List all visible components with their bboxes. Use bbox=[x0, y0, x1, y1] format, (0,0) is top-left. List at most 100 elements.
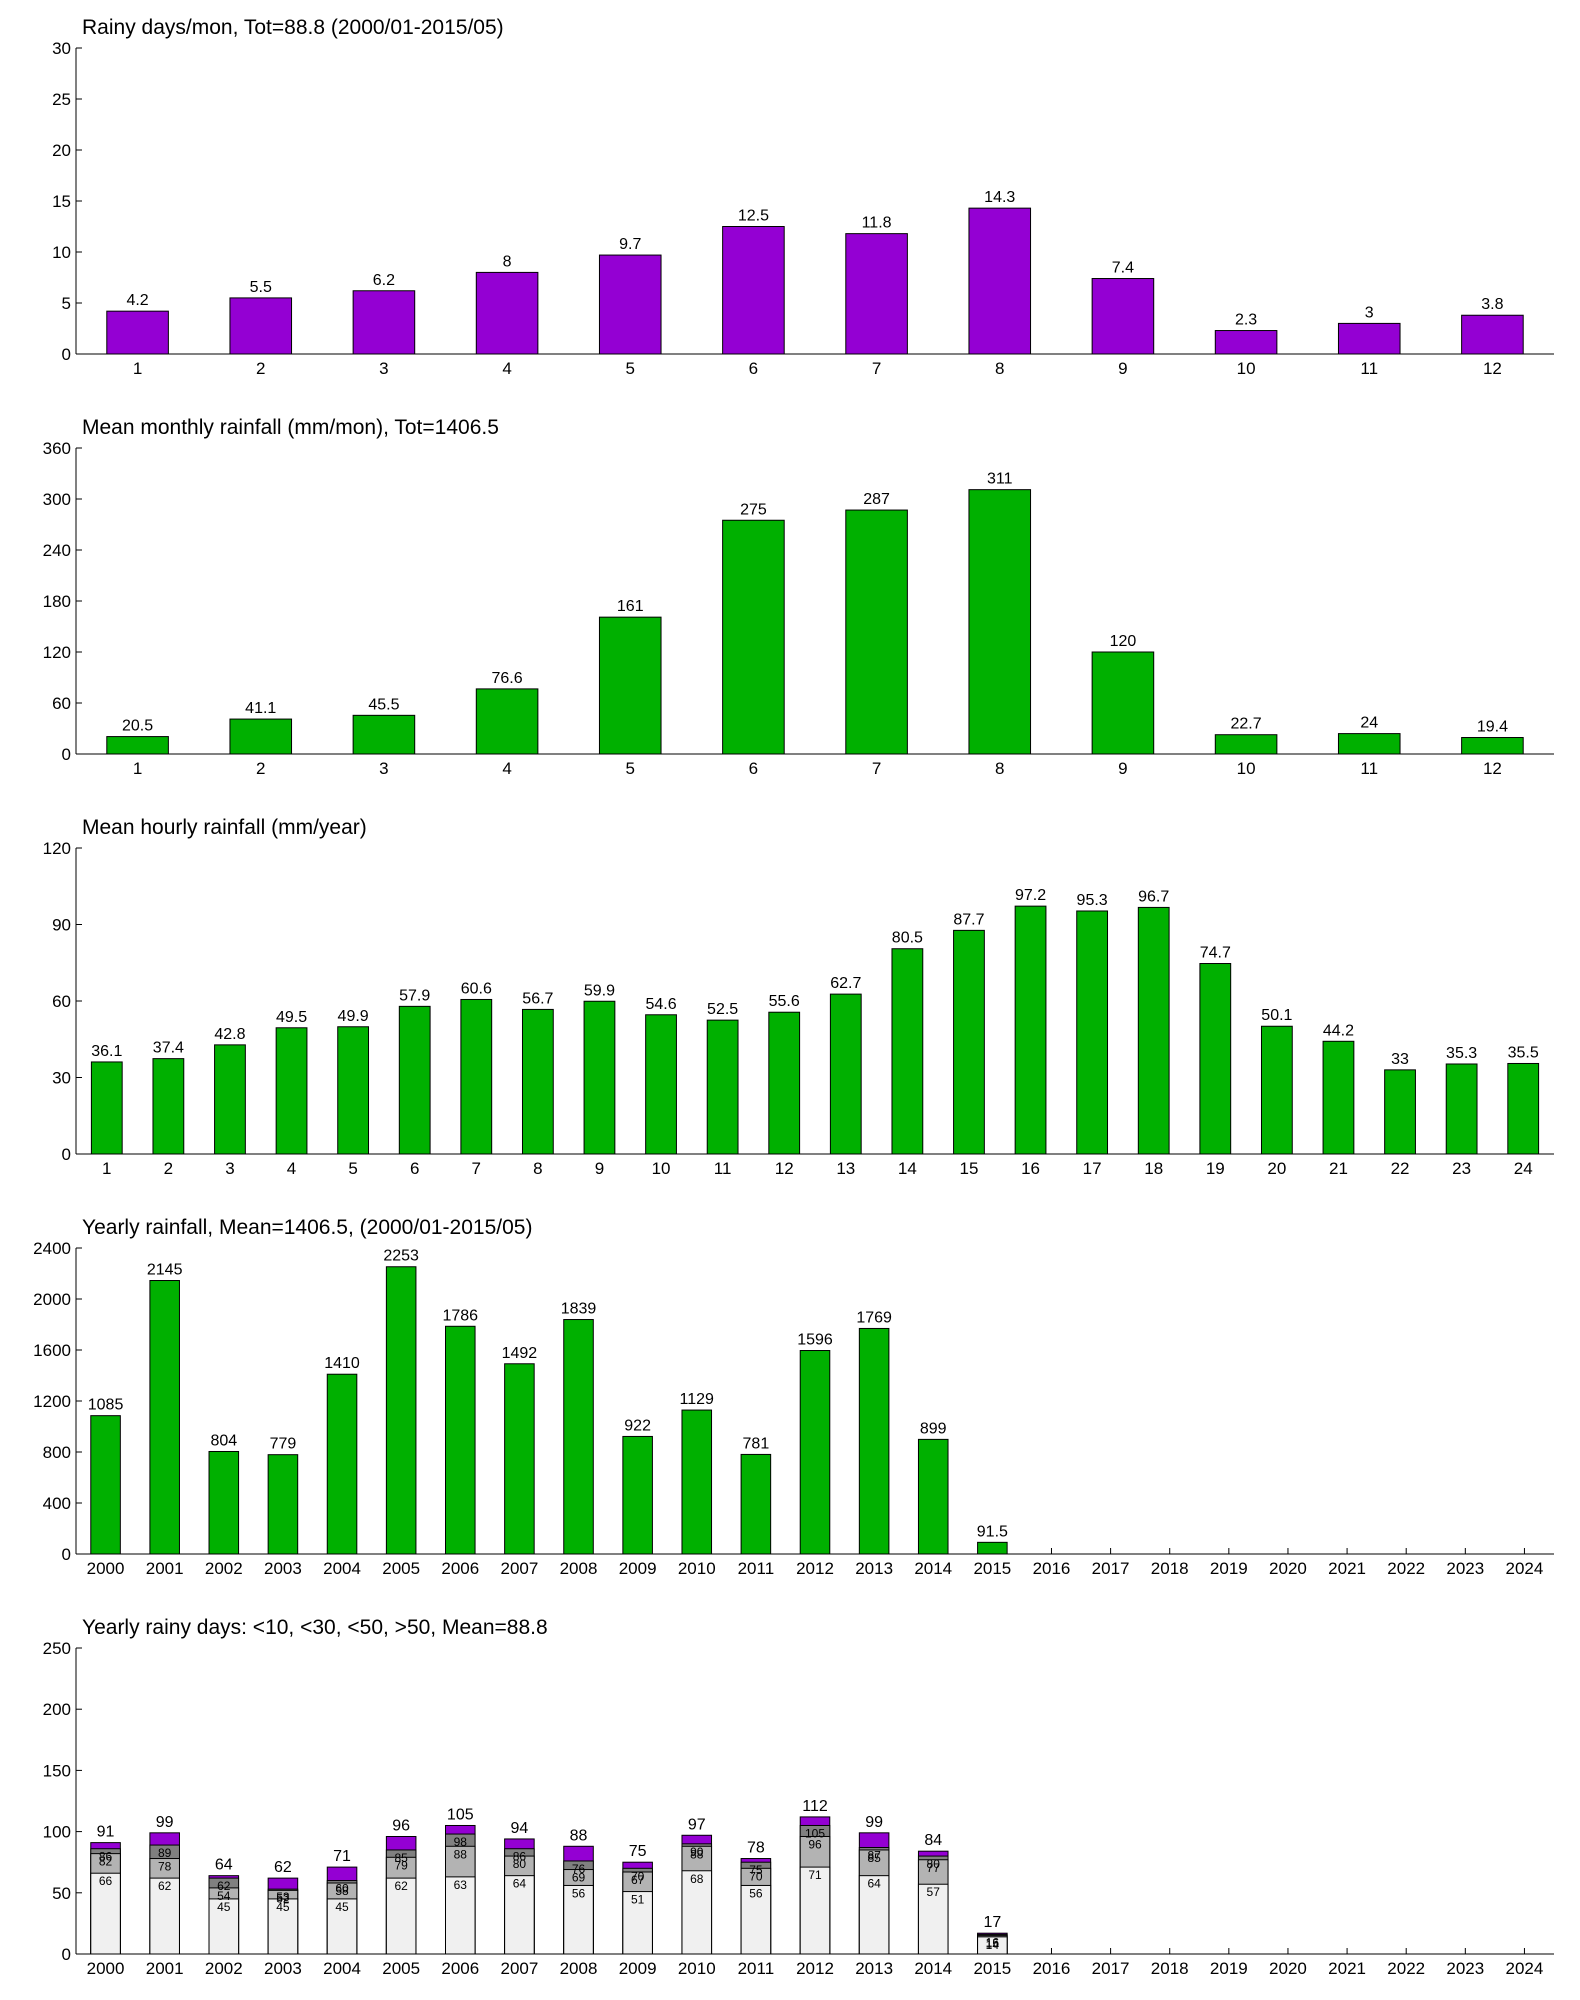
value-label: 14.3 bbox=[984, 189, 1015, 206]
bar bbox=[1337, 322, 1401, 355]
value-label: 17 bbox=[983, 1914, 1001, 1931]
x-tick-label: 2017 bbox=[1092, 1959, 1130, 1978]
y-tick-label: 0 bbox=[62, 1145, 71, 1164]
value-label: 75 bbox=[629, 1843, 647, 1860]
bar bbox=[845, 509, 908, 755]
value-label: 85 bbox=[867, 1851, 881, 1865]
bar-segment bbox=[267, 1898, 299, 1955]
value-label: 69 bbox=[572, 1871, 586, 1885]
value-label: 57 bbox=[927, 1885, 941, 1899]
value-label: 1786 bbox=[442, 1307, 478, 1324]
value-label: 2145 bbox=[147, 1262, 183, 1279]
x-tick-label: 7 bbox=[872, 759, 881, 778]
y-tick-label: 150 bbox=[43, 1761, 71, 1780]
bar bbox=[845, 233, 908, 355]
y-tick-label: 200 bbox=[43, 1700, 71, 1719]
value-label: 105 bbox=[447, 1806, 474, 1823]
bar bbox=[1507, 1062, 1540, 1155]
x-tick-label: 7 bbox=[472, 1159, 481, 1178]
x-tick-label: 1 bbox=[133, 759, 142, 778]
bar bbox=[1260, 1025, 1293, 1155]
y-tick-label: 1200 bbox=[33, 1392, 71, 1411]
y-tick-label: 0 bbox=[62, 745, 71, 764]
x-tick-label: 2024 bbox=[1506, 1559, 1544, 1578]
bar bbox=[1076, 910, 1109, 1155]
x-tick-label: 12 bbox=[775, 1159, 794, 1178]
value-label: 91.5 bbox=[977, 1523, 1008, 1540]
bar bbox=[337, 1026, 370, 1155]
x-tick-label: 20 bbox=[1267, 1159, 1286, 1178]
y-tick-label: 2000 bbox=[33, 1290, 71, 1309]
value-label: 14 bbox=[986, 1938, 1000, 1952]
value-label: 1769 bbox=[856, 1309, 892, 1326]
value-label: 3 bbox=[1365, 304, 1374, 321]
y-tick-label: 50 bbox=[52, 1884, 71, 1903]
x-tick-label: 2020 bbox=[1269, 1959, 1307, 1978]
bar bbox=[267, 1454, 299, 1555]
x-tick-label: 10 bbox=[1237, 359, 1256, 378]
y-tick-label: 5 bbox=[62, 294, 71, 313]
bar bbox=[1445, 1063, 1478, 1155]
x-tick-label: 2007 bbox=[500, 1959, 538, 1978]
value-label: 50.1 bbox=[1261, 1007, 1292, 1024]
value-label: 1839 bbox=[561, 1301, 597, 1318]
value-label: 49.5 bbox=[276, 1009, 307, 1026]
bar bbox=[1091, 651, 1155, 755]
x-tick-label: 9 bbox=[1118, 359, 1127, 378]
bar bbox=[352, 290, 416, 355]
x-tick-label: 2017 bbox=[1092, 1559, 1130, 1578]
value-label: 8 bbox=[503, 253, 512, 270]
y-tick-label: 240 bbox=[43, 541, 71, 560]
x-tick-label: 2010 bbox=[678, 1559, 716, 1578]
x-tick-label: 9 bbox=[1118, 759, 1127, 778]
value-label: 2253 bbox=[383, 1248, 419, 1265]
bar bbox=[722, 519, 785, 755]
value-label: 53 bbox=[276, 1890, 290, 1904]
bar bbox=[398, 1005, 431, 1155]
x-tick-label: 2016 bbox=[1033, 1959, 1071, 1978]
y-tick-label: 0 bbox=[62, 345, 71, 364]
x-tick-label: 2006 bbox=[441, 1959, 479, 1978]
x-tick-label: 2010 bbox=[678, 1959, 716, 1978]
bar-segment bbox=[504, 1875, 535, 1955]
x-tick-label: 2007 bbox=[500, 1559, 538, 1578]
value-label: 37.4 bbox=[153, 1040, 184, 1057]
x-tick-label: 4 bbox=[502, 759, 511, 778]
value-label: 24 bbox=[1360, 715, 1378, 732]
chart-title: Yearly rainy days: <10, <30, <50, >50, M… bbox=[82, 1616, 548, 1639]
x-tick-label: 2000 bbox=[87, 1559, 125, 1578]
bar bbox=[352, 714, 416, 755]
x-tick-label: 16 bbox=[1021, 1159, 1040, 1178]
x-tick-label: 21 bbox=[1329, 1159, 1348, 1178]
value-label: 88 bbox=[690, 1847, 704, 1861]
bar-segment bbox=[149, 1877, 180, 1955]
value-label: 2.3 bbox=[1235, 312, 1257, 329]
x-tick-label: 11 bbox=[714, 1159, 732, 1178]
value-label: 85 bbox=[394, 1851, 408, 1865]
bar bbox=[583, 1000, 616, 1155]
value-label: 62 bbox=[158, 1879, 172, 1893]
value-label: 79 bbox=[394, 1858, 408, 1872]
y-tick-label: 120 bbox=[43, 839, 71, 858]
bar bbox=[1461, 314, 1524, 355]
bar bbox=[968, 489, 1032, 755]
bar bbox=[475, 271, 539, 355]
value-label: 96.7 bbox=[1138, 888, 1169, 905]
x-tick-label: 2005 bbox=[382, 1959, 420, 1978]
value-label: 71 bbox=[333, 1848, 351, 1865]
value-label: 6.2 bbox=[373, 272, 395, 289]
x-tick-label: 2023 bbox=[1446, 1559, 1484, 1578]
value-label: 1596 bbox=[797, 1332, 833, 1349]
x-tick-label: 1 bbox=[133, 359, 142, 378]
x-tick-label: 2002 bbox=[205, 1959, 243, 1978]
x-tick-label: 2015 bbox=[973, 1959, 1011, 1978]
value-label: 87.7 bbox=[953, 911, 984, 928]
value-label: 54 bbox=[217, 1889, 231, 1903]
value-label: 9.7 bbox=[619, 236, 641, 253]
x-tick-label: 2014 bbox=[914, 1559, 952, 1578]
x-tick-label: 5 bbox=[348, 1159, 357, 1178]
y-tick-label: 0 bbox=[62, 1545, 71, 1564]
bar bbox=[326, 1373, 358, 1555]
x-tick-label: 3 bbox=[379, 359, 388, 378]
bar bbox=[1214, 734, 1278, 755]
